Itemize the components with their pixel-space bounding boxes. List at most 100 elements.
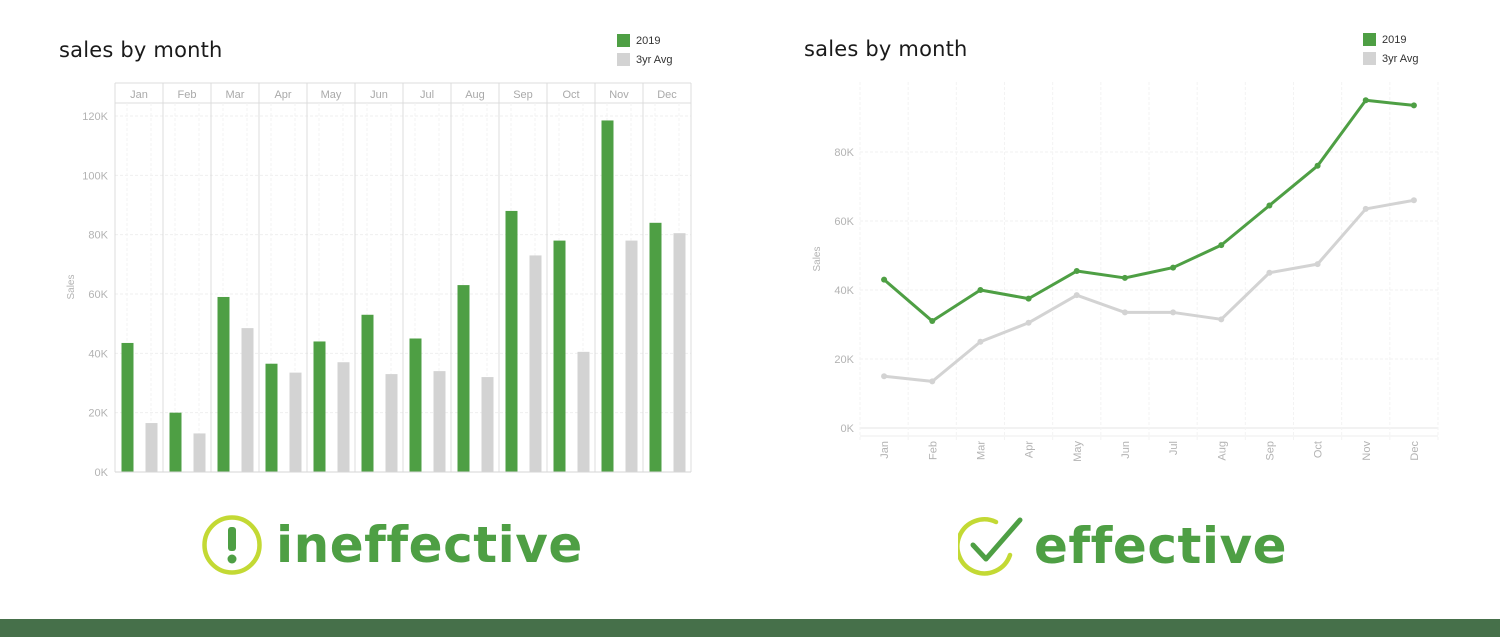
bar-2019-may: [313, 341, 326, 472]
month-header-jun: Jun: [370, 89, 388, 101]
x-tick-label-jun: Jun: [1120, 441, 1132, 459]
bar-3yr-avg-jun: [385, 374, 398, 472]
verdict-label: effective: [1034, 517, 1288, 575]
bar-3yr-avg-jan: [145, 423, 158, 472]
y-tick-label: 100K: [82, 170, 108, 182]
x-tick-label-sep: Sep: [1264, 441, 1276, 461]
verdict-effective: effective: [958, 515, 1287, 577]
month-header-jan: Jan: [130, 89, 148, 101]
exclamation-circle-icon: [202, 515, 262, 575]
month-header-jul: Jul: [420, 89, 434, 101]
legend-item-3yr-avg: 3yr Avg: [1363, 49, 1419, 68]
month-header-oct: Oct: [562, 89, 579, 101]
left-legend: 2019 3yr Avg: [617, 31, 673, 69]
x-tick-label-jul: Jul: [1168, 441, 1180, 455]
point-3yr-avg-apr: [1025, 319, 1032, 326]
bar-2019-apr: [265, 363, 278, 472]
bar-3yr-avg-jul: [433, 371, 446, 472]
legend-item-2019: 2019: [617, 31, 673, 50]
point-3yr-avg-jan: [881, 373, 888, 380]
bar-3yr-avg-may: [337, 362, 350, 472]
y-axis-label: Sales: [812, 246, 823, 271]
point-3yr-avg-sep: [1266, 269, 1273, 276]
bar-3yr-avg-mar: [241, 328, 254, 472]
point-2019-oct: [1314, 162, 1321, 169]
month-header-apr: Apr: [274, 89, 291, 101]
x-tick-label-mar: Mar: [975, 441, 987, 460]
y-tick-label: 20K: [834, 354, 854, 366]
month-header-nov: Nov: [609, 89, 629, 101]
y-tick-label: 0K: [841, 423, 855, 435]
point-3yr-avg-dec: [1410, 197, 1417, 204]
x-tick-label-oct: Oct: [1313, 441, 1325, 458]
bar-2019-dec: [649, 222, 662, 472]
legend-item-3yr-avg: 3yr Avg: [617, 50, 673, 69]
y-tick-label: 20K: [88, 408, 108, 420]
point-3yr-avg-mar: [977, 338, 984, 345]
bar-2019-jun: [361, 314, 374, 472]
point-3yr-avg-aug: [1218, 316, 1225, 323]
y-tick-label: 0K: [95, 467, 109, 479]
point-2019-nov: [1362, 97, 1369, 104]
point-2019-mar: [977, 287, 984, 293]
y-tick-label: 40K: [88, 348, 108, 360]
point-3yr-avg-oct: [1314, 261, 1321, 268]
x-tick-label-may: May: [1072, 441, 1084, 462]
point-2019-feb: [929, 318, 936, 325]
bar-2019-mar: [217, 296, 230, 472]
y-tick-label: 60K: [834, 216, 854, 228]
legend-item-2019: 2019: [1363, 30, 1419, 49]
y-tick-label: 80K: [834, 147, 854, 159]
bar-2019-feb: [169, 412, 182, 472]
x-tick-label-dec: Dec: [1409, 441, 1421, 461]
verdict-ineffective: ineffective: [201, 514, 583, 576]
point-3yr-avg-nov: [1362, 205, 1369, 212]
bar-3yr-avg-oct: [577, 351, 590, 472]
point-2019-may: [1073, 268, 1080, 275]
legend-label: 3yr Avg: [636, 53, 673, 66]
point-3yr-avg-feb: [929, 378, 936, 385]
bar-2019-jan: [121, 342, 134, 472]
y-tick-label: 120K: [82, 111, 108, 123]
month-header-mar: Mar: [226, 89, 245, 101]
x-tick-label-aug: Aug: [1216, 441, 1228, 461]
month-header-may: May: [321, 89, 342, 101]
right-chart-title: sales by month: [804, 37, 968, 61]
x-tick-label-apr: Apr: [1024, 441, 1036, 458]
month-header-aug: Aug: [465, 89, 485, 101]
verdict-label: ineffective: [276, 516, 583, 574]
bar-3yr-avg-sep: [529, 255, 542, 472]
month-header-feb: Feb: [178, 89, 197, 101]
bar-3yr-avg-nov: [625, 240, 638, 472]
point-3yr-avg-jun: [1121, 309, 1128, 316]
bar-3yr-avg-apr: [289, 372, 302, 472]
month-header-dec: Dec: [657, 89, 677, 101]
x-tick-label-feb: Feb: [927, 441, 939, 460]
bar-2019-aug: [457, 285, 470, 472]
point-2019-sep: [1266, 202, 1273, 209]
legend-label: 2019: [636, 34, 661, 47]
point-2019-jan: [881, 276, 888, 283]
right-legend: 2019 3yr Avg: [1363, 30, 1419, 68]
y-tick-label: 40K: [834, 285, 854, 297]
point-2019-jun: [1121, 274, 1128, 281]
bar-3yr-avg-aug: [481, 377, 494, 472]
point-2019-apr: [1025, 295, 1032, 302]
point-2019-jul: [1170, 264, 1177, 271]
bar-chart: 0K 20K 40K 60K 80K 100K 120K Sales Jan Feb Mar Apr M…: [66, 82, 692, 479]
line-chart: 0K 20K 40K 60K 80K Sales Jan Feb Mar Apr May Jun Jul…: [812, 82, 1439, 462]
x-tick-label-nov: Nov: [1361, 441, 1373, 461]
line-series-2019: [883, 98, 1415, 323]
legend-swatch-2019: [617, 34, 630, 47]
point-3yr-avg-may: [1073, 292, 1080, 299]
checkmark-circle-icon: [958, 517, 1023, 576]
bar-3yr-avg-feb: [193, 433, 206, 472]
y-axis-label: Sales: [66, 274, 77, 299]
month-header-sep: Sep: [513, 89, 533, 101]
legend-label: 3yr Avg: [1382, 52, 1419, 65]
legend-label: 2019: [1382, 33, 1407, 46]
legend-swatch-3yr-avg: [617, 53, 630, 66]
x-tick-label-jan: Jan: [879, 441, 891, 459]
point-2019-dec: [1410, 102, 1417, 109]
line-series-3yr-avg: [883, 198, 1415, 383]
